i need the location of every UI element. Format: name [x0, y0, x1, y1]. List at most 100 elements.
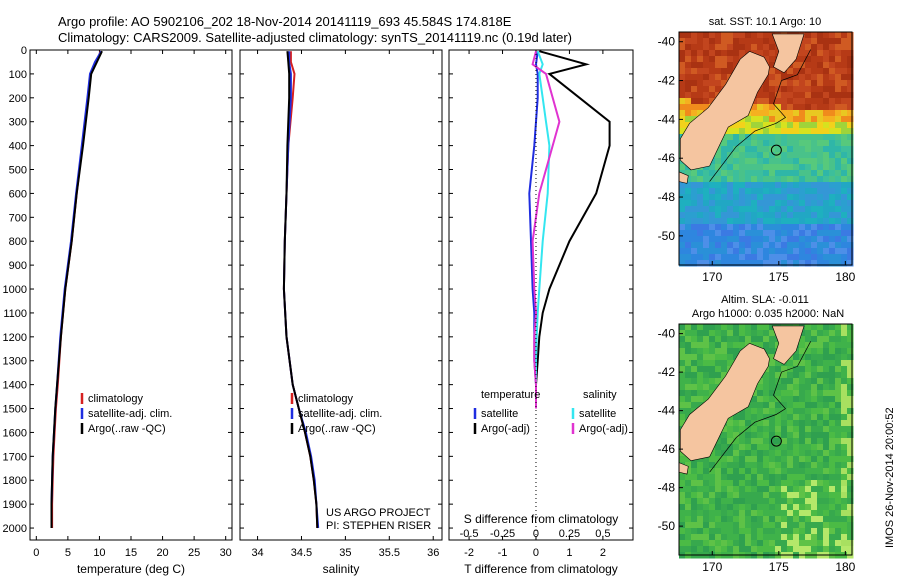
- y-tick-label: 300: [9, 117, 27, 129]
- x-axis-label: temperature (deg C): [77, 562, 185, 576]
- series-line-argo-raw-qc-: [50, 50, 103, 528]
- annotation-text: US ARGO PROJECT: [326, 507, 431, 519]
- salinity-panel: 34 34.5 35 35.5 36 salinity climatology satelli…: [239, 49, 443, 576]
- legend-title-salinity: salinity: [583, 389, 617, 401]
- y-tick-label: 1900: [3, 499, 27, 511]
- y-tick-label: -50: [658, 229, 676, 243]
- legend-label: Argo(..raw -QC): [298, 423, 376, 435]
- x-tick-label: 34: [251, 547, 263, 559]
- imos-timestamp: IMOS 26-Nov-2014 20:00:52: [884, 407, 896, 548]
- legend-label: climatology: [298, 393, 354, 405]
- y-tick-label: 100: [9, 69, 27, 81]
- land-north-island: [771, 33, 805, 74]
- x-tick-label: 1: [566, 547, 572, 559]
- x-tick-label: 5: [65, 547, 71, 559]
- s-tick-label: 0.5: [595, 528, 610, 540]
- series-line-argo-raw-qc-: [282, 51, 319, 529]
- y-tick-label: 1000: [3, 284, 27, 296]
- y-tick-label: 1200: [3, 332, 27, 344]
- legend-label: Argo(-adj): [481, 423, 530, 435]
- chart-title-line1: Argo profile: AO 5902106_202 18-Nov-2014…: [58, 14, 512, 29]
- y-tick-label: 1500: [3, 404, 27, 416]
- y-tick-label: -44: [658, 112, 676, 126]
- x-axis-label: T difference from climatology: [464, 562, 618, 576]
- x-tick-label: 175: [769, 560, 789, 574]
- x-tick-label: 25: [188, 547, 200, 559]
- y-tick-label: 700: [9, 212, 27, 224]
- x-tick-label: 0: [533, 547, 539, 559]
- y-tick-label: 1100: [3, 308, 27, 320]
- y-tick-label: 1300: [3, 356, 27, 368]
- y-tick-label: 1700: [3, 451, 27, 463]
- annotation-text: PI: STEPHEN RISER: [326, 520, 431, 532]
- legend-title-temperature: temperature: [481, 389, 540, 401]
- legend-label: satellite: [579, 408, 616, 420]
- y-tick-label: -44: [658, 404, 676, 418]
- y-tick-label: 900: [9, 260, 27, 272]
- legend-label: Argo(-adj): [579, 423, 628, 435]
- y-tick-label: -40: [658, 35, 676, 49]
- x-axis-label: salinity: [323, 562, 360, 576]
- legend-label: satellite-adj. clim.: [298, 408, 382, 420]
- x-tick-label: 34.5: [291, 547, 312, 559]
- sst-map-panel: 170 175 180 -40 -42 -44 -46 -48 -50 sat. SST: 10.…: [658, 16, 856, 284]
- y-tick-label: -48: [658, 190, 676, 204]
- series-group: [282, 51, 320, 529]
- y-tick-label: 2000: [3, 523, 27, 535]
- legend-label: climatology: [88, 393, 144, 405]
- map-frame: [678, 323, 853, 556]
- y-tick-label: -48: [658, 481, 676, 495]
- y-tick-label: -42: [658, 365, 676, 379]
- difference-panel: -2 -1 0 1 2 T difference from climatology -0.5…: [448, 49, 634, 576]
- y-tick-label: 800: [9, 236, 27, 248]
- plot-frame: [448, 49, 634, 541]
- x-tick-label: 170: [702, 270, 722, 284]
- x-tick-label: 20: [156, 547, 168, 559]
- x-tick-label: 0: [33, 547, 39, 559]
- x-tick-label: 36: [427, 547, 439, 559]
- s-tick-label: 0: [533, 528, 539, 540]
- y-tick-label: -40: [658, 327, 676, 341]
- series-group: [528, 50, 611, 409]
- argo-position-marker: [770, 144, 782, 156]
- series-line-s-argo-adj-: [531, 50, 561, 409]
- s-tick-label: -0.5: [460, 528, 479, 540]
- sla-map-title-line1: Altim. SLA: -0.011: [721, 294, 809, 306]
- y-tick-label: -46: [658, 151, 676, 165]
- x-tick-label: 2: [600, 547, 606, 559]
- legend-label: satellite: [481, 408, 518, 420]
- series-line-s-satellite: [535, 50, 551, 409]
- x-tick-label: 180: [835, 270, 855, 284]
- chart-title-line2: Climatology: CARS2009. Satellite-adjuste…: [58, 30, 573, 45]
- legend-label: Argo(..raw -QC): [88, 423, 166, 435]
- y-tick-label: 1400: [3, 380, 27, 392]
- x-tick-label: -2: [464, 547, 474, 559]
- land-north-island: [771, 325, 805, 365]
- x-tick-label: 35.5: [379, 547, 400, 559]
- argo-position-marker: [770, 435, 782, 447]
- plot-frame: [29, 49, 233, 541]
- y-tick-label: 400: [9, 141, 27, 153]
- s-tick-label: 0.25: [559, 528, 580, 540]
- sst-map-title: sat. SST: 10.1 Argo: 10: [709, 16, 822, 28]
- y-tick-label: -50: [658, 519, 676, 533]
- legend-label: satellite-adj. clim.: [88, 408, 172, 420]
- y-tick-label: 1600: [3, 427, 27, 439]
- series-line-t-argo-adj-: [535, 50, 611, 409]
- map-cells: [679, 32, 854, 267]
- x-tick-label: 30: [220, 547, 232, 559]
- x-tick-label: 35: [339, 547, 351, 559]
- x-tick-label: 15: [125, 547, 137, 559]
- y-tick-label: 1800: [3, 475, 27, 487]
- land-south-island: [679, 51, 770, 171]
- x-tick-label: 175: [769, 270, 789, 284]
- bathymetry-contour: [709, 49, 812, 182]
- y-tick-label: -42: [658, 74, 676, 88]
- x-tick-label: 10: [93, 547, 105, 559]
- sla-map-title-line2: Argo h1000: 0.035 h2000: NaN: [692, 308, 844, 320]
- map-frame: [678, 31, 853, 266]
- y-tick-label: 0: [21, 45, 27, 57]
- sla-map-panel: 170 175 180 -40 -42 -44 -46 -48 -50 Altim. SLA: -…: [658, 294, 856, 574]
- y-tick-label: 600: [9, 188, 27, 200]
